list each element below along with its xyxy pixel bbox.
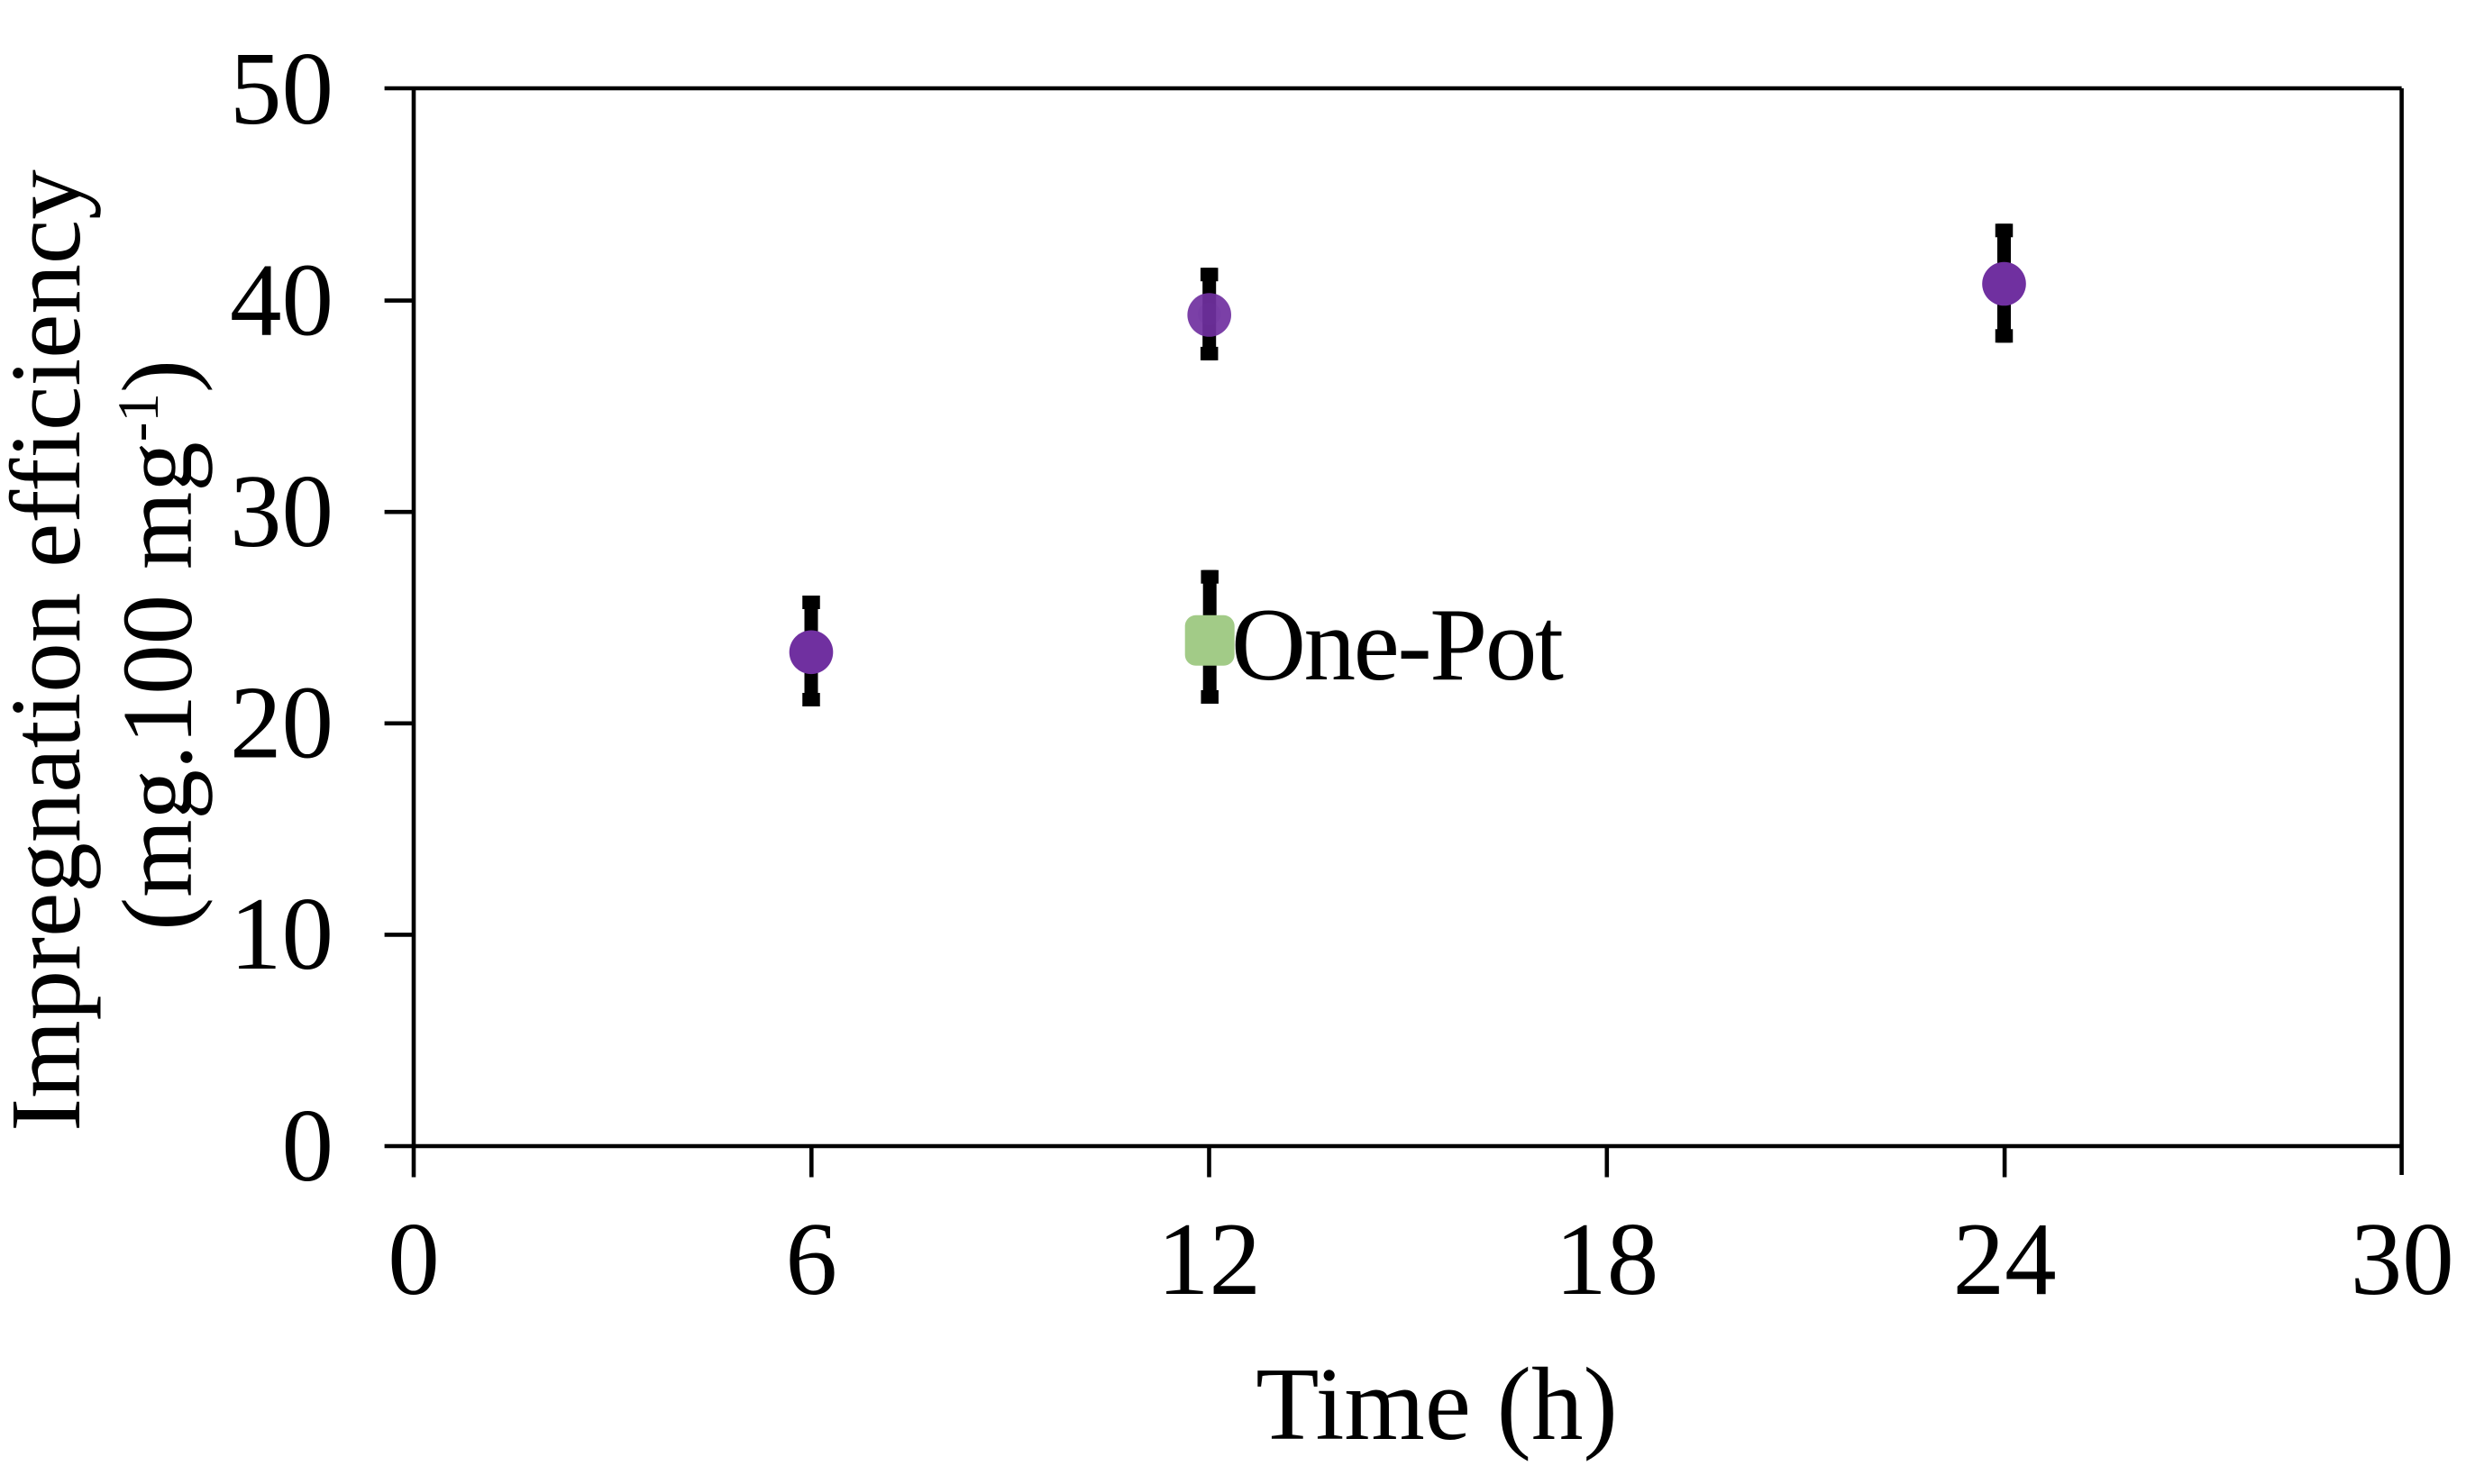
- svg-text:0: 0: [388, 1202, 440, 1316]
- svg-text:20: 20: [230, 666, 333, 780]
- svg-text:24: 24: [1953, 1202, 2057, 1316]
- svg-text:0: 0: [282, 1088, 334, 1203]
- svg-text:One-Pot: One-Pot: [1231, 587, 1564, 702]
- svg-text:18: 18: [1555, 1202, 1658, 1316]
- svg-text:50: 50: [230, 32, 333, 146]
- svg-text:(mg.100 mg-1): (mg.100 mg-1): [103, 360, 214, 931]
- svg-text:6: 6: [786, 1202, 838, 1316]
- svg-text:40: 40: [230, 242, 333, 357]
- svg-text:12: 12: [1157, 1202, 1261, 1316]
- svg-text:Impregnation efficiency: Impregnation efficiency: [0, 169, 102, 1132]
- svg-text:30: 30: [230, 454, 333, 569]
- svg-text:Time (h): Time (h): [1256, 1347, 1618, 1461]
- svg-text:30: 30: [2351, 1202, 2454, 1316]
- svg-text:10: 10: [230, 877, 333, 991]
